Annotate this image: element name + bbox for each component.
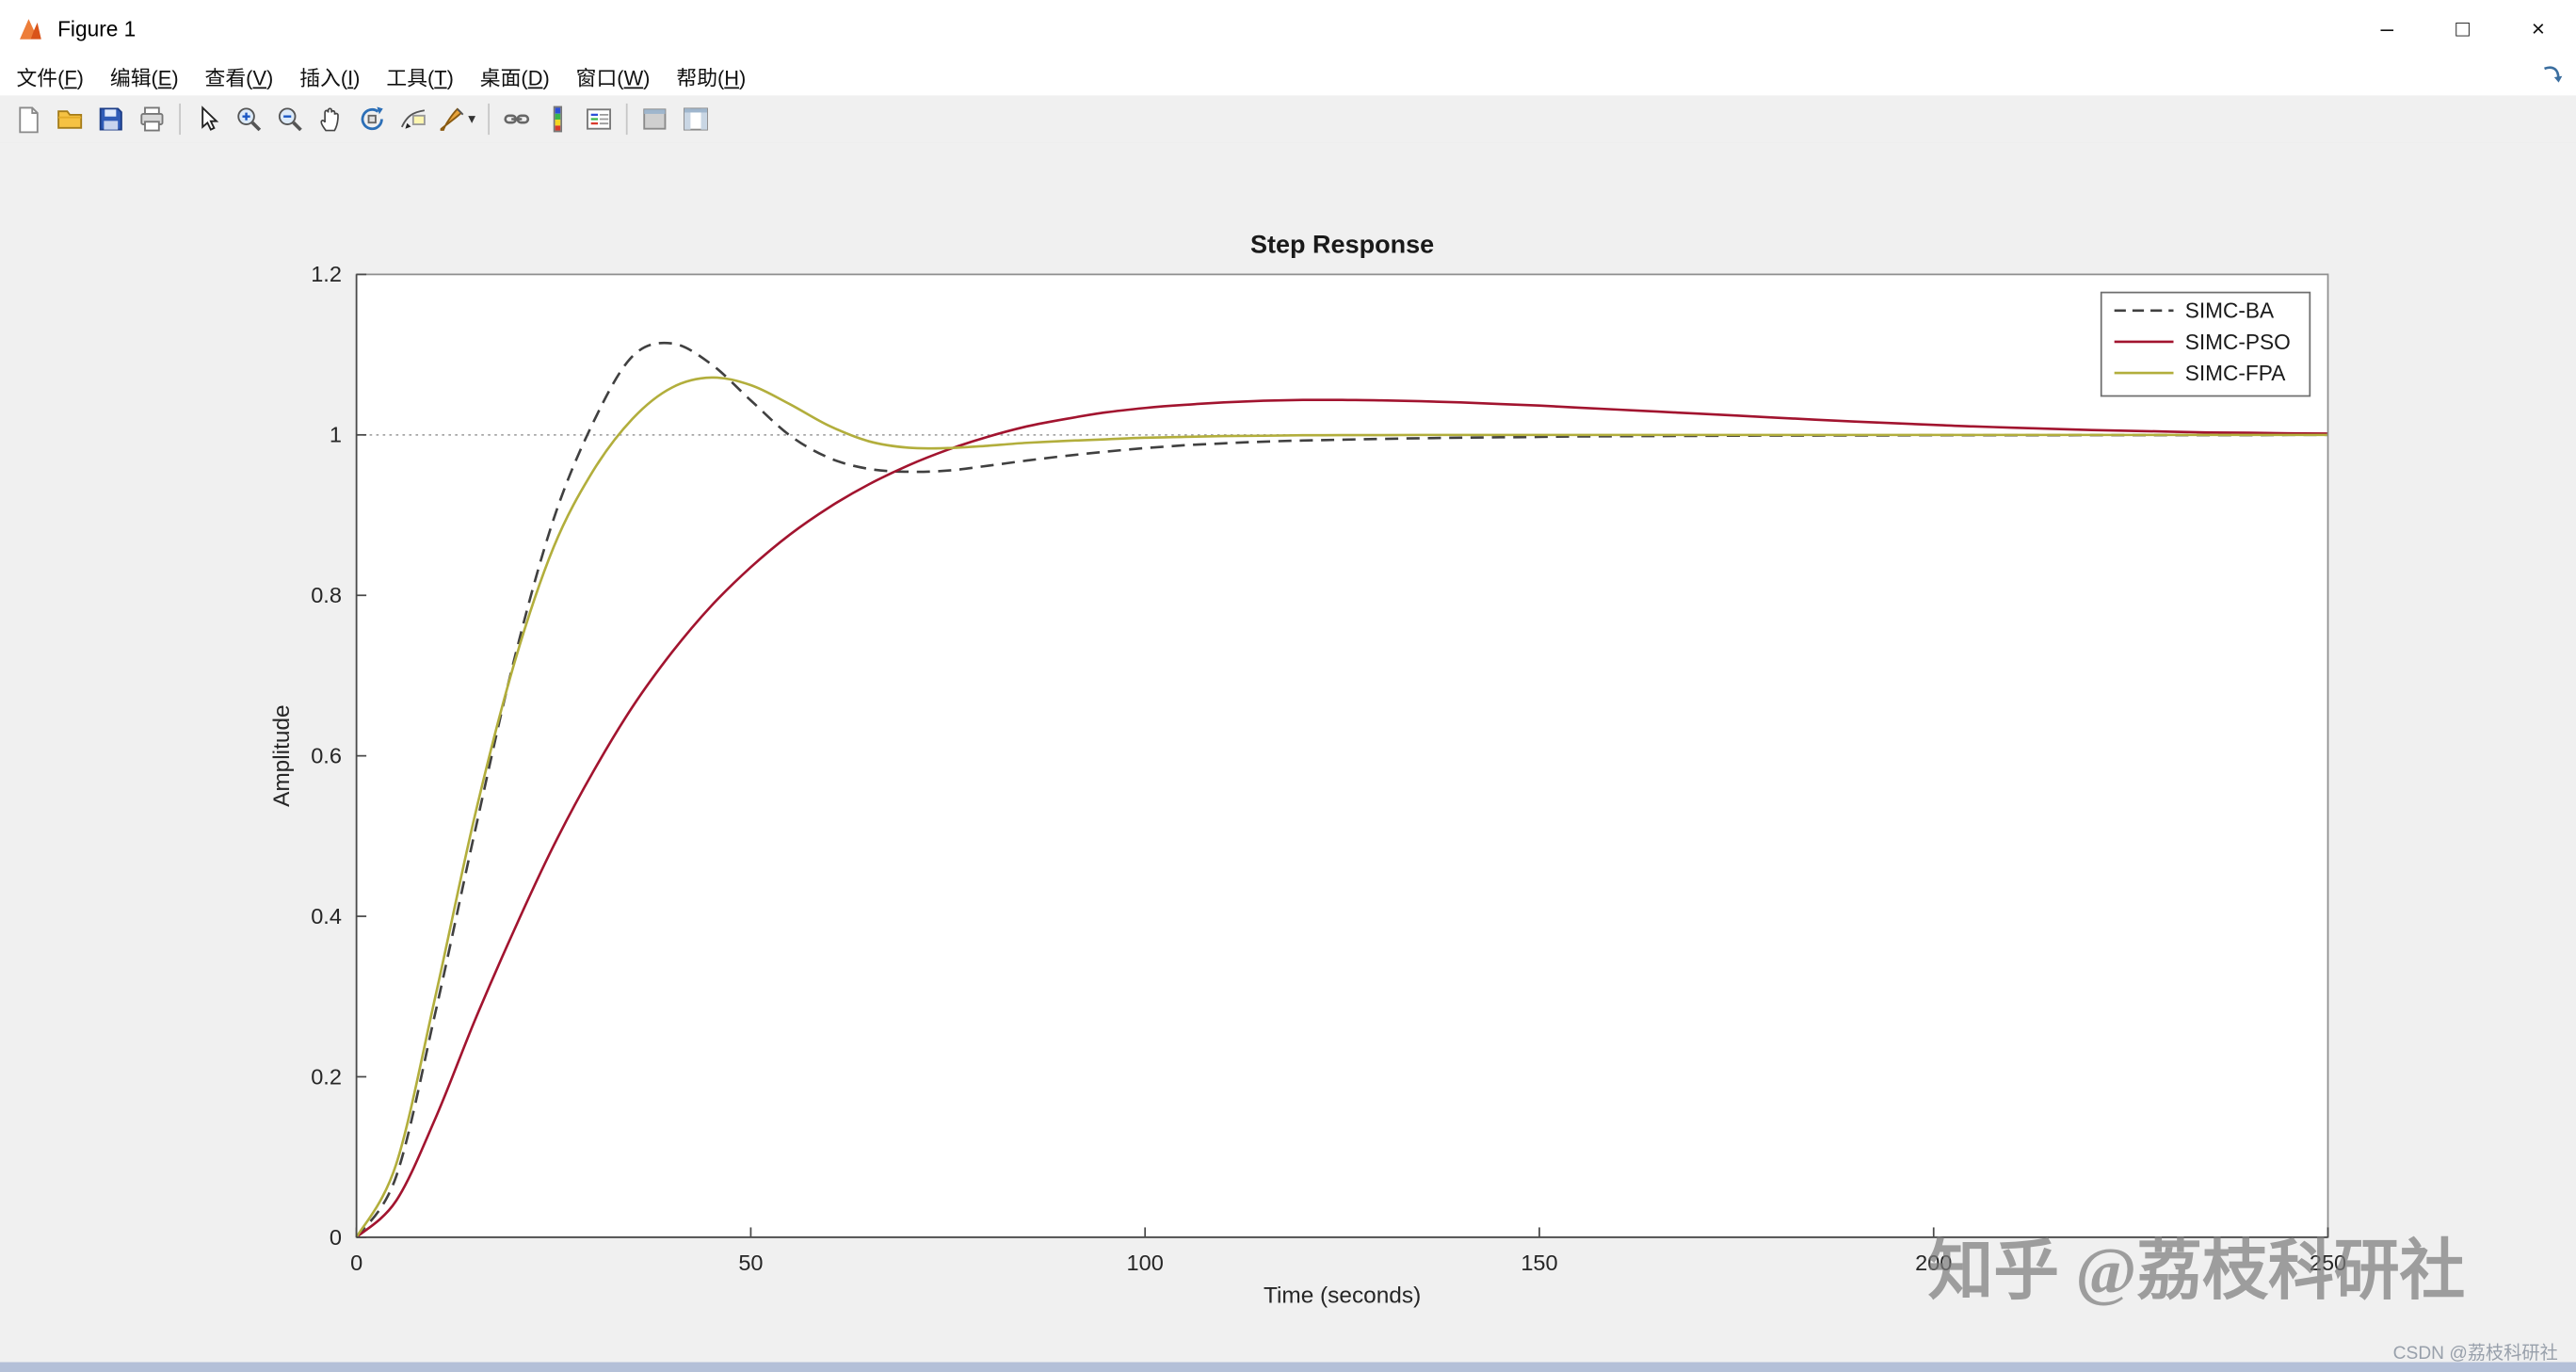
show-plot-tools-icon[interactable] bbox=[674, 100, 716, 139]
pan-icon[interactable] bbox=[311, 100, 352, 139]
data-cursor-icon[interactable] bbox=[393, 100, 434, 139]
insert-legend-icon[interactable] bbox=[577, 100, 619, 139]
menu-item-view[interactable]: 查看(V) bbox=[204, 66, 274, 90]
toolbar-separator bbox=[624, 103, 627, 136]
plot-title: Step Response bbox=[1250, 231, 1434, 259]
y-tick-label: 0.8 bbox=[311, 583, 342, 607]
menu-bar: 文件(F) 编辑(E) 查看(V) 插入(I) 工具(T) 桌面(D) 窗口(W) 帮助(H) bbox=[0, 56, 2576, 96]
legend-label-SIMC-FPA: SIMC-FPA bbox=[2185, 361, 2287, 385]
plot-area[interactable]: 0 50 100 150 200 250 0 0.2 0.4 0.6 0.8 1 1.2 Step Re… bbox=[0, 143, 2576, 1372]
y-tick-label: 0.2 bbox=[311, 1064, 342, 1089]
dock-figure-icon[interactable] bbox=[2540, 62, 2565, 87]
legend-label-SIMC-PSO: SIMC-PSO bbox=[2185, 330, 2291, 354]
series-line-SIMC-BA[interactable] bbox=[355, 341, 2328, 1238]
x-tick-label: 0 bbox=[350, 1251, 362, 1275]
minimize-button[interactable]: – bbox=[2380, 14, 2394, 41]
hide-plot-tools-icon[interactable] bbox=[634, 100, 675, 139]
y-tick-label: 1 bbox=[330, 423, 342, 447]
rotate-3d-icon[interactable] bbox=[351, 100, 393, 139]
x-tick-label: 200 bbox=[1915, 1251, 1952, 1275]
window-controls: – □ × bbox=[2349, 0, 2576, 56]
menu-item-file[interactable]: 文件(F) bbox=[16, 66, 84, 90]
zoom-out-icon[interactable] bbox=[269, 100, 311, 139]
new-figure-icon[interactable] bbox=[8, 100, 50, 139]
toolbar-separator bbox=[487, 103, 490, 136]
brush-icon[interactable] bbox=[434, 100, 475, 139]
maximize-button[interactable]: □ bbox=[2455, 14, 2470, 41]
insert-colorbar-icon[interactable] bbox=[537, 100, 578, 139]
menu-item-insert[interactable]: 插入(I) bbox=[299, 66, 361, 90]
y-tick-label: 0.6 bbox=[311, 744, 342, 768]
edit-plot-icon[interactable] bbox=[187, 100, 229, 139]
x-tick-label: 100 bbox=[1127, 1251, 1164, 1275]
y-tick-label: 0.4 bbox=[311, 904, 342, 928]
brush-dropdown-arrow[interactable]: ▾ bbox=[468, 109, 476, 127]
figure-canvas: 0 50 100 150 200 250 0 0.2 0.4 0.6 0.8 1 1.2 Step Re… bbox=[0, 142, 2576, 1372]
matlab-icon bbox=[20, 18, 41, 39]
y-axis-label: Amplitude bbox=[269, 704, 295, 807]
legend[interactable]: SIMC-BA SIMC-PSO SIMC-FPA bbox=[2100, 291, 2311, 397]
x-axis-label: Time (seconds) bbox=[1264, 1283, 1421, 1309]
bottom-strip bbox=[0, 1362, 2576, 1372]
print-icon[interactable] bbox=[132, 100, 173, 139]
legend-label-SIMC-BA: SIMC-BA bbox=[2185, 299, 2275, 323]
series-line-SIMC-PSO[interactable] bbox=[355, 398, 2328, 1238]
menu-item-desktop[interactable]: 桌面(D) bbox=[479, 66, 550, 90]
link-plot-icon[interactable] bbox=[495, 100, 537, 139]
y-tick-label: 1.2 bbox=[311, 262, 342, 286]
toolbar-separator bbox=[179, 103, 181, 136]
figure-toolbar: ▾ bbox=[0, 95, 2576, 145]
x-tick-label: 150 bbox=[1521, 1251, 1557, 1275]
menu-item-tools[interactable]: 工具(T) bbox=[386, 66, 454, 90]
title-bar: Figure 1 – □ × bbox=[0, 0, 2576, 56]
zhihu-watermark: 知乎 @荔枝科研社 bbox=[1928, 1235, 2466, 1308]
open-file-icon[interactable] bbox=[49, 100, 90, 139]
csdn-watermark: CSDN @荔枝科研社 bbox=[2393, 1343, 2558, 1364]
menu-item-edit[interactable]: 编辑(E) bbox=[109, 66, 179, 90]
y-tick-label: 0 bbox=[330, 1225, 342, 1250]
menu-item-window[interactable]: 窗口(W) bbox=[575, 66, 651, 90]
menu-item-help[interactable]: 帮助(H) bbox=[676, 66, 747, 90]
x-tick-label: 250 bbox=[2310, 1251, 2346, 1275]
zoom-in-icon[interactable] bbox=[229, 100, 270, 139]
window-title: Figure 1 bbox=[57, 15, 137, 40]
save-icon[interactable] bbox=[90, 100, 132, 139]
series-line-SIMC-FPA[interactable] bbox=[355, 376, 2328, 1238]
x-tick-label: 50 bbox=[738, 1251, 763, 1275]
close-button[interactable]: × bbox=[2531, 14, 2546, 41]
